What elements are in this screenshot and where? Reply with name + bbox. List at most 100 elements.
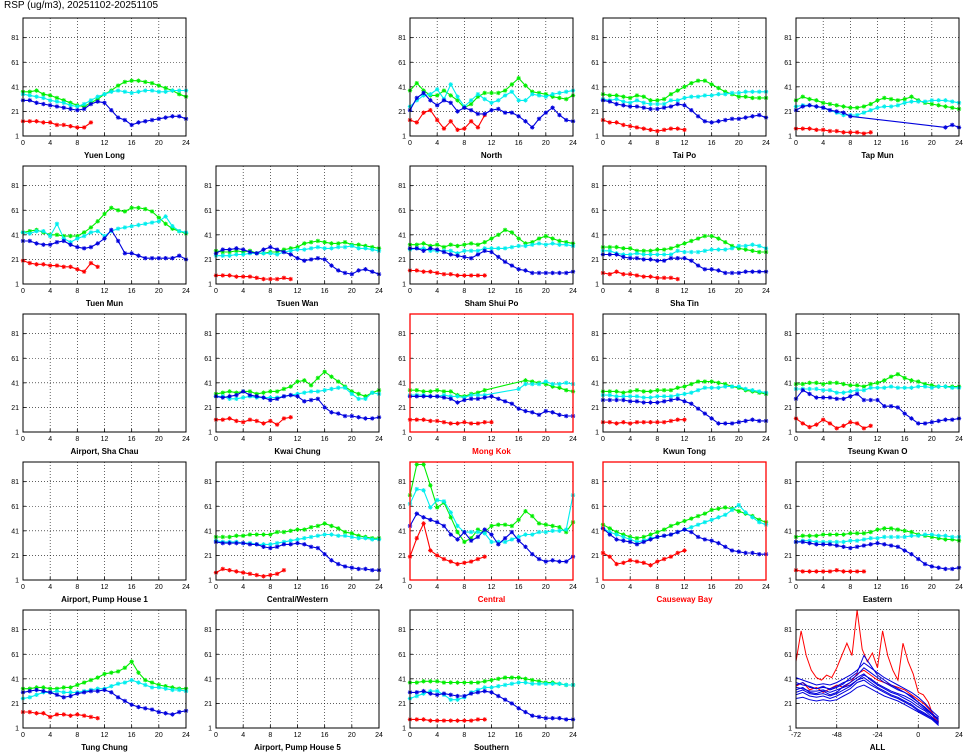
data-point-green [621, 390, 626, 395]
data-point-green [455, 680, 460, 685]
data-point-blue [109, 690, 114, 695]
data-point-cyan [888, 534, 894, 540]
data-point-cyan [895, 534, 901, 540]
data-point-blue [557, 270, 562, 276]
data-point-green [170, 226, 175, 231]
data-point-blue [841, 396, 846, 402]
data-point-green [363, 243, 368, 249]
data-point-red [475, 273, 481, 278]
data-point-cyan [509, 537, 515, 542]
data-point-red [61, 264, 66, 269]
data-point-cyan [723, 384, 728, 389]
data-point-blue [27, 688, 32, 694]
data-point-green [888, 526, 894, 531]
data-point-green [240, 249, 246, 255]
data-point-green [627, 246, 633, 251]
data-point-green [716, 380, 721, 386]
data-point-blue [550, 270, 555, 276]
data-point-blue [363, 566, 368, 572]
data-point-blue [757, 269, 762, 274]
data-point-green [156, 682, 162, 688]
data-point-red [428, 418, 433, 424]
data-point-green [220, 390, 225, 395]
x-tick-label: 24 [762, 140, 770, 147]
x-tick-label: 4 [821, 140, 825, 147]
data-point-blue [655, 400, 660, 405]
x-tick-label: 20 [928, 436, 936, 443]
data-point-cyan [170, 88, 175, 93]
y-tick-label: 1 [402, 282, 406, 289]
data-point-blue [536, 556, 542, 562]
data-point-green [627, 534, 633, 540]
data-point-blue [641, 105, 646, 110]
data-point-green [648, 248, 653, 254]
data-point-red [655, 275, 660, 281]
data-point-cyan [363, 536, 368, 541]
data-point-cyan [428, 688, 433, 694]
data-point-blue [102, 100, 107, 106]
data-point-red [682, 548, 687, 553]
data-point-blue [170, 114, 175, 119]
data-point-blue [661, 399, 667, 404]
data-point-blue [621, 538, 626, 543]
data-point-green [655, 247, 660, 252]
data-point-cyan [240, 252, 246, 257]
plot-frame [795, 609, 960, 729]
data-point-red [41, 120, 46, 125]
data-point-cyan [274, 540, 280, 546]
data-point-green [421, 241, 426, 246]
data-point-green [475, 390, 481, 395]
data-point-blue [757, 418, 762, 424]
y-tick-label: 41 [784, 528, 792, 535]
data-point-blue [800, 388, 805, 393]
x-tick-label: 16 [515, 732, 523, 739]
data-point-green [550, 236, 555, 241]
data-point-green [122, 79, 128, 85]
data-point-green [414, 462, 419, 467]
data-point-red [627, 421, 633, 426]
data-point-cyan [634, 394, 640, 399]
data-point-green [95, 96, 100, 102]
data-point-blue [854, 544, 860, 550]
data-point-cyan [455, 94, 460, 99]
y-tick-label: 61 [784, 504, 792, 511]
data-point-blue [489, 690, 494, 695]
data-point-blue [227, 247, 232, 252]
data-point-green [888, 374, 894, 379]
data-point-blue [888, 403, 894, 409]
data-point-cyan [743, 243, 748, 249]
data-point-blue [122, 251, 128, 256]
x-tick-label: 8 [75, 140, 79, 147]
plot-background [23, 166, 186, 284]
x-tick-label: 4 [435, 584, 439, 591]
data-point-cyan [496, 246, 501, 251]
data-point-red [414, 536, 419, 541]
x-tick-label: 8 [848, 436, 852, 443]
data-point-cyan [723, 247, 728, 252]
x-tick-label: 16 [708, 584, 716, 591]
data-point-cyan [349, 391, 355, 397]
data-point-green [489, 90, 494, 96]
data-point-green [234, 248, 239, 254]
data-point-green [820, 100, 826, 106]
x-tick-label: 20 [928, 140, 936, 147]
y-tick-label: 81 [591, 331, 599, 338]
data-point-blue [536, 270, 542, 276]
data-point-red [868, 423, 873, 429]
data-point-green [475, 680, 481, 685]
plot-background [603, 314, 766, 432]
data-point-blue [943, 417, 948, 422]
y-tick-label: 61 [591, 60, 599, 67]
data-point-red [827, 128, 833, 134]
station-label: Kwai Chung [274, 447, 320, 456]
data-point-green [475, 242, 481, 247]
data-point-green [156, 215, 162, 220]
data-point-cyan [536, 381, 542, 387]
y-tick-label: 21 [11, 405, 19, 412]
data-point-green [634, 93, 640, 98]
y-tick-label: 81 [11, 331, 19, 338]
data-point-red [800, 421, 805, 426]
data-point-blue [163, 255, 168, 261]
